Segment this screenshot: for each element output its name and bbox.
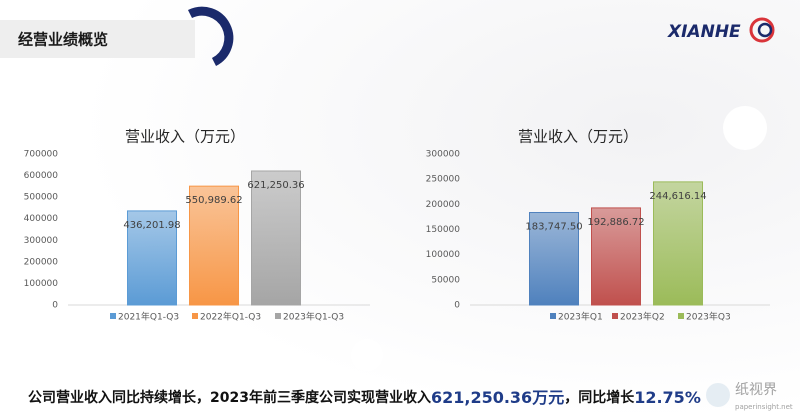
y-tick-label: 200000 [426, 200, 461, 210]
y-tick-label: 200000 [24, 257, 59, 267]
y-tick-label: 300000 [24, 236, 59, 246]
chart-title: 营业收入（万元） [518, 128, 638, 146]
y-tick-label: 100000 [426, 250, 461, 260]
chart-title: 营业收入（万元） [125, 128, 245, 146]
legend-swatch [612, 313, 618, 319]
y-tick-label: 300000 [426, 150, 461, 160]
y-tick-label: 600000 [24, 171, 59, 181]
watermark-url: paperinsight.net [735, 403, 793, 411]
legend-label: 2021年Q1-Q3 [118, 311, 179, 323]
bar [653, 181, 703, 306]
logo-mark [749, 17, 775, 43]
bar [529, 212, 579, 306]
y-tick-label: 400000 [24, 214, 59, 224]
legend-label: 2022年Q1-Q3 [200, 311, 261, 323]
value-label: 183,747.50 [525, 222, 582, 233]
bar [127, 210, 177, 306]
watermark-icon [706, 383, 730, 407]
legend-swatch [192, 313, 198, 319]
logo-mark [757, 22, 773, 38]
value-label: 621,250.36 [247, 180, 304, 191]
bar [251, 170, 301, 306]
y-tick-label: 50000 [431, 275, 460, 285]
footer-highlight: 621,250.36万元 [431, 388, 564, 407]
watermark-name: 纸视界 [735, 382, 777, 398]
legend-swatch [678, 313, 684, 319]
header-title: 经营业绩概览 [18, 31, 108, 49]
legend-label: 2023年Q3 [686, 311, 731, 323]
y-tick-label: 500000 [24, 193, 59, 203]
legend-swatch [275, 313, 281, 319]
value-label: 192,886.72 [587, 217, 644, 228]
bar [591, 207, 641, 306]
logo-text: XIANHE [667, 22, 741, 42]
y-tick-label: 700000 [24, 150, 59, 160]
bar [189, 185, 239, 306]
footer-part: ，同比增长 [564, 389, 635, 406]
footer-part: 公司营业收入同比持续增长，2023年前三季度公司实现营业收入 [28, 389, 431, 406]
deco-circle [351, 339, 383, 371]
footer-text: 公司营业收入同比持续增长，2023年前三季度公司实现营业收入621,250.36… [28, 388, 701, 407]
legend-label: 2023年Q1 [558, 311, 603, 323]
legend-swatch [550, 313, 556, 319]
value-label: 436,201.98 [123, 220, 180, 231]
header-box [0, 20, 195, 58]
header-arc [187, 6, 234, 67]
y-tick-label: 100000 [24, 279, 59, 289]
value-label: 244,616.14 [649, 191, 706, 202]
y-tick-label: 0 [52, 301, 58, 311]
y-tick-label: 250000 [426, 175, 461, 185]
legend-label: 2023年Q1-Q3 [283, 311, 344, 323]
y-tick-label: 0 [454, 301, 460, 311]
footer-highlight: 12.75% [634, 388, 701, 407]
legend-label: 2023年Q2 [620, 311, 665, 323]
y-tick-label: 150000 [426, 225, 461, 235]
legend-swatch [110, 313, 116, 319]
value-label: 550,989.62 [185, 195, 242, 206]
deco-circle [723, 106, 767, 150]
